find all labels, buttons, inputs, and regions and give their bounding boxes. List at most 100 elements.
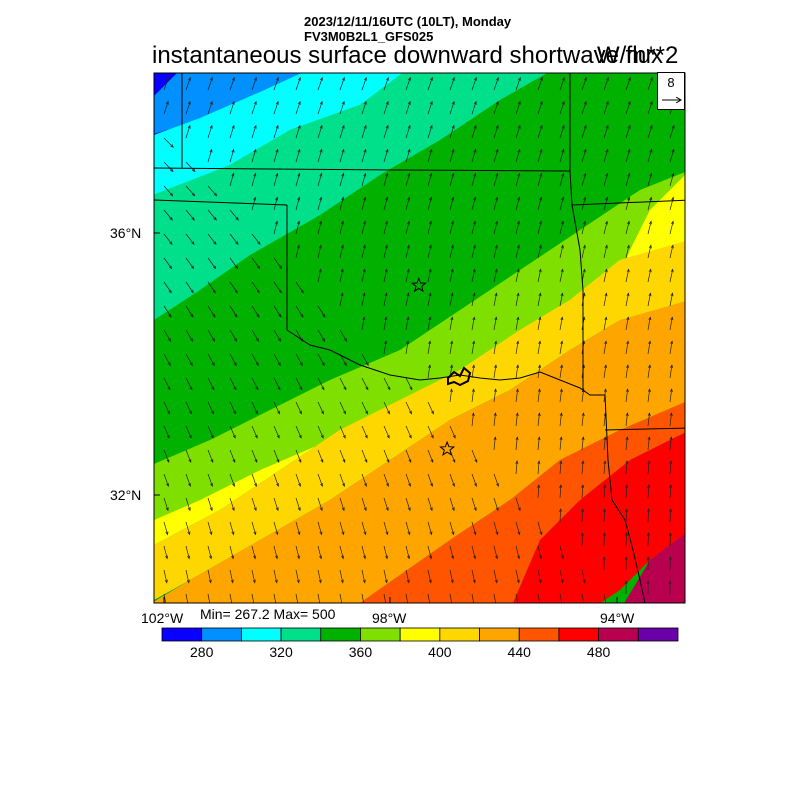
- wind-arrow-head: [362, 579, 366, 584]
- wind-arrow-head: [253, 196, 257, 201]
- wind-arrow: [559, 508, 562, 523]
- wind-arrow: [273, 473, 279, 487]
- wind-arrow-head: [539, 124, 543, 129]
- wind-arrow-head: [605, 148, 609, 153]
- wind-arrow-head: [189, 410, 192, 415]
- wind-arrow: [207, 569, 212, 583]
- wind-arrow: [229, 545, 234, 559]
- wind-arrow-head: [649, 196, 653, 201]
- wind-arrow: [185, 425, 192, 439]
- wind-arrow: [427, 245, 432, 259]
- wind-arrow: [163, 473, 169, 487]
- wind-arrow-head: [165, 507, 169, 512]
- wind-arrow: [405, 425, 412, 439]
- wind-arrow-head: [471, 412, 475, 417]
- wind-arrow: [559, 341, 563, 355]
- wind-arrow-head: [212, 265, 217, 270]
- wind-arrow: [317, 221, 322, 235]
- band-300: [154, 73, 304, 134]
- wind-arrow: [251, 545, 256, 559]
- band-320: [154, 73, 403, 199]
- wind-arrow: [493, 497, 499, 511]
- wind-arrow-head: [167, 386, 171, 391]
- wind-arrow: [493, 545, 498, 559]
- wind-arrow: [207, 497, 213, 511]
- wind-arrow-head: [297, 507, 301, 512]
- wind-arrow-head: [493, 412, 497, 417]
- wind-arrow: [383, 473, 389, 487]
- wind-arrow-head: [537, 460, 541, 465]
- wind-arrow: [515, 77, 521, 91]
- wind-arrow-head: [253, 531, 257, 536]
- wind-arrow: [625, 365, 629, 379]
- wind-arrow: [669, 245, 674, 259]
- wind-arrow: [515, 269, 520, 283]
- wind-arrow: [185, 305, 194, 318]
- wind-arrow-head: [472, 244, 476, 249]
- wind-arrow: [603, 508, 606, 523]
- wind-arrow-head: [539, 604, 541, 607]
- wind-arrow: [449, 125, 455, 139]
- wind-arrow-head: [559, 508, 563, 512]
- wind-arrow-head: [627, 148, 631, 153]
- wind-arrow: [229, 497, 235, 511]
- wind-arrow-head: [187, 507, 191, 512]
- wind-arrow-head: [670, 316, 674, 321]
- wind-arrow: [273, 545, 278, 559]
- wind-arrow: [515, 497, 521, 511]
- wind-arrow-head: [495, 148, 499, 153]
- wind-arrow-head: [385, 196, 389, 201]
- wind-arrow: [471, 245, 476, 259]
- wind-arrow-head: [341, 148, 345, 153]
- wind-arrow: [603, 484, 606, 499]
- wind-arrow-head: [166, 76, 169, 81]
- wind-arrow: [427, 125, 433, 139]
- wind-arrow-head: [254, 434, 258, 439]
- wind-arrow: [603, 341, 607, 355]
- wind-arrow: [295, 305, 304, 318]
- wind-arrow-head: [670, 340, 674, 345]
- wind-arrow: [383, 593, 387, 603]
- wind-arrow-head: [255, 362, 259, 367]
- wind-arrow-head: [581, 460, 585, 465]
- wind-arrow: [251, 257, 260, 269]
- wind-arrow-head: [385, 507, 389, 512]
- wind-arrow-head: [517, 507, 521, 512]
- colorbar-swatch: [518, 627, 560, 642]
- wind-arrow: [471, 341, 475, 355]
- wind-arrow: [559, 101, 565, 115]
- wind-arrow: [471, 197, 476, 211]
- wind-arrow-head: [169, 241, 173, 246]
- wind-arrow-head: [319, 507, 323, 512]
- wind-arrow: [405, 401, 412, 414]
- wind-arrow-head: [493, 388, 497, 393]
- wind-arrow-head: [540, 76, 543, 81]
- wind-arrow-head: [429, 124, 433, 129]
- arkansas-louisiana-border: [604, 427, 685, 431]
- wind-arrow-head: [561, 555, 565, 560]
- wind-arrow: [603, 460, 606, 475]
- wind-arrow-head: [255, 338, 260, 342]
- wind-arrow: [427, 401, 434, 414]
- wind-arrow-head: [649, 172, 653, 177]
- wind-arrow: [471, 317, 475, 331]
- wind-arrow: [273, 125, 279, 139]
- wind-arrow: [603, 437, 606, 451]
- wind-arrow-head: [537, 388, 541, 393]
- wind-arrow: [405, 269, 410, 283]
- wind-arrow: [163, 101, 169, 115]
- wind-arrow: [625, 460, 628, 475]
- wind-arrow-head: [472, 292, 476, 297]
- wind-arrow-head: [472, 316, 476, 321]
- wind-arrow: [339, 221, 344, 235]
- wind-arrow-head: [539, 531, 543, 536]
- wind-arrow: [295, 593, 299, 603]
- wind-arrow-head: [321, 410, 324, 415]
- wind-arrow: [229, 569, 234, 583]
- wind-arrow: [229, 77, 235, 91]
- colorbar-swatch: [161, 627, 203, 642]
- wind-arrow: [449, 197, 454, 211]
- wind-arrow: [251, 521, 256, 535]
- wind-arrow: [405, 77, 411, 91]
- wind-arrow: [581, 413, 584, 427]
